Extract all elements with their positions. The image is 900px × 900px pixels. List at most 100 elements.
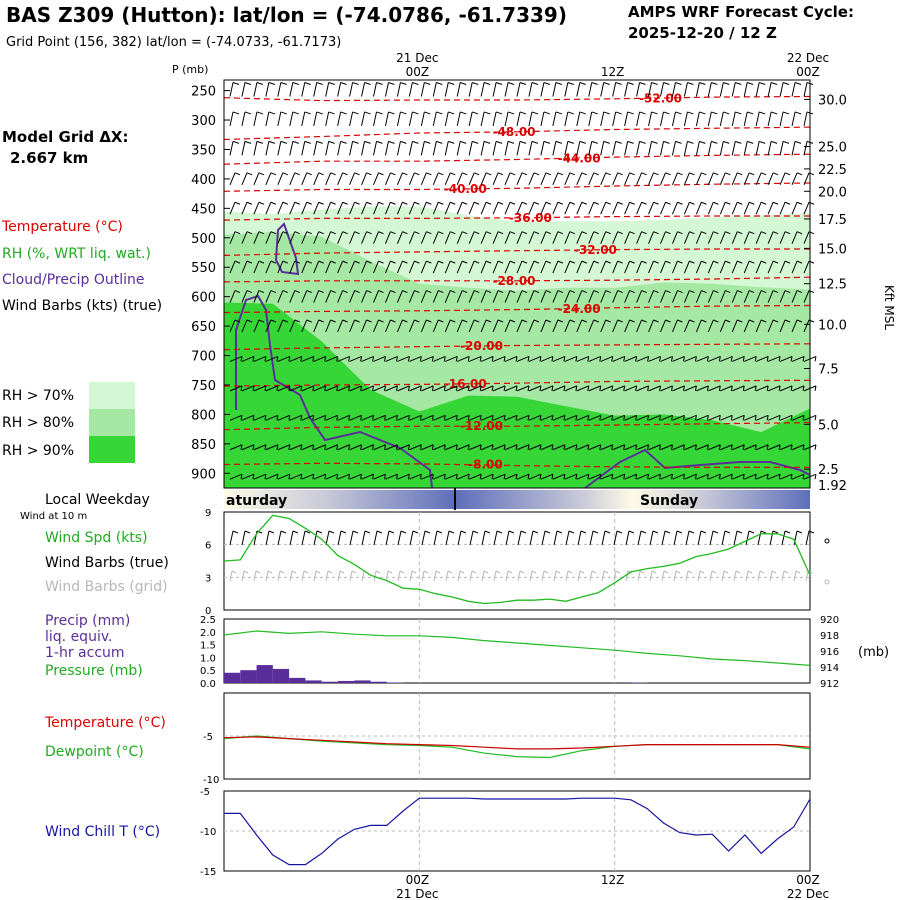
wind-barb (707, 111, 718, 127)
wind-barb (755, 290, 767, 303)
wind-barb (779, 473, 793, 480)
wind-barb (755, 414, 769, 421)
pressure-tick-label: 920 (820, 615, 839, 626)
wind-barb (767, 260, 779, 274)
legend-pressure: Pressure (mb) (45, 663, 143, 679)
top-hour-label: 00Z (796, 65, 820, 79)
wind-barb (564, 260, 576, 274)
wind-barb (744, 414, 757, 421)
wind-barb (576, 355, 590, 362)
wind-barb-grid (457, 570, 465, 582)
wind-barb (504, 319, 516, 333)
wind-barb (456, 260, 468, 274)
wind-barb-true (613, 530, 623, 546)
legend-cloud: Cloud/Precip Outline (2, 272, 145, 288)
wind-barb (277, 231, 289, 244)
wind-barb (492, 385, 506, 392)
wind-barb (337, 260, 348, 274)
wind-barb (576, 473, 590, 480)
wind-barb (755, 140, 766, 156)
wind-barb (444, 140, 455, 156)
legend-precip: Precip (mm) (45, 613, 130, 629)
wind-barb-true (757, 530, 767, 546)
wind-barb (744, 355, 757, 362)
precip-tick-label: 2.5 (200, 615, 216, 626)
wind-barb-grid (337, 570, 345, 582)
wind-barb (516, 260, 528, 274)
wind-barb (648, 111, 658, 127)
wind-barb (456, 172, 468, 185)
wind-barb-true (469, 530, 479, 546)
wind-barb (492, 473, 506, 480)
legend-wind-spd: Wind Spd (kts) (45, 530, 148, 546)
pressure-tick-label: 918 (820, 631, 839, 642)
wind-barb (289, 140, 299, 156)
wind-barb (552, 231, 564, 244)
precip-bar (630, 682, 648, 683)
wind-barb (600, 140, 610, 156)
wind-barb (468, 82, 479, 97)
wind-barb (384, 201, 396, 215)
temperature-contour (223, 215, 810, 221)
wind-barb (612, 290, 623, 303)
wind-barb-grid (781, 570, 789, 582)
wind-barb (409, 355, 422, 362)
wind-barb (229, 414, 243, 421)
wind-barb (755, 172, 767, 185)
wind-barb (468, 201, 480, 215)
wind-barb (337, 231, 348, 244)
wind-barb-grid (649, 570, 657, 582)
wind-barb (600, 290, 611, 303)
wind-tick-label: 3 (205, 573, 211, 584)
wind-barb (504, 231, 516, 244)
wind-barb-layer (229, 82, 817, 480)
wind-barb (767, 111, 778, 127)
wind-barb (253, 355, 267, 362)
wind-barb (253, 473, 267, 480)
wind-barb (755, 473, 769, 480)
wind-barb (313, 473, 327, 480)
wind-barb (791, 444, 805, 451)
wind-barb-grid (589, 570, 597, 582)
wind-barb (576, 260, 587, 274)
model-grid-label: Model Grid ΔX: (2, 128, 129, 146)
precip-bar (386, 682, 404, 683)
wind-barb (732, 473, 745, 480)
height-tick-label: 20.0 (818, 185, 847, 200)
wind-barb (253, 172, 265, 185)
wind-barb (636, 444, 650, 451)
wind-barb (396, 319, 408, 333)
wind-barb (337, 201, 348, 215)
wind-barb (576, 319, 587, 333)
wind-barb (492, 140, 503, 156)
wind-barb (588, 111, 598, 127)
wind-barb (325, 201, 336, 215)
wind-barb (720, 385, 733, 392)
wind-barb (241, 231, 253, 244)
wind-barb (385, 414, 398, 421)
wind-barb (385, 444, 398, 451)
wind-barb-grid (661, 570, 669, 582)
wind-barb (708, 444, 721, 451)
precip-tick-label: 2.0 (200, 628, 216, 639)
wind-barb-grid (565, 570, 573, 582)
wind-barb (313, 140, 323, 156)
wind-barb (695, 201, 707, 215)
wind-barb (767, 473, 781, 480)
wind-barb (732, 355, 745, 362)
temperature-contour (223, 126, 811, 141)
wind-barb (253, 140, 264, 156)
wind-barb (540, 414, 554, 421)
wind-barb (325, 414, 339, 421)
wind-barb (480, 260, 492, 274)
wind-panel: 0 3 6 9 (205, 508, 830, 617)
wind-barb (600, 260, 611, 274)
wind-barb (743, 201, 755, 215)
wind-barb (624, 140, 634, 156)
wind-barb (648, 260, 659, 274)
wind-barb (385, 355, 398, 362)
wind-barb (707, 201, 719, 215)
wind-barb (337, 385, 351, 392)
wind-barb (528, 111, 539, 127)
wind-barb (564, 111, 574, 127)
